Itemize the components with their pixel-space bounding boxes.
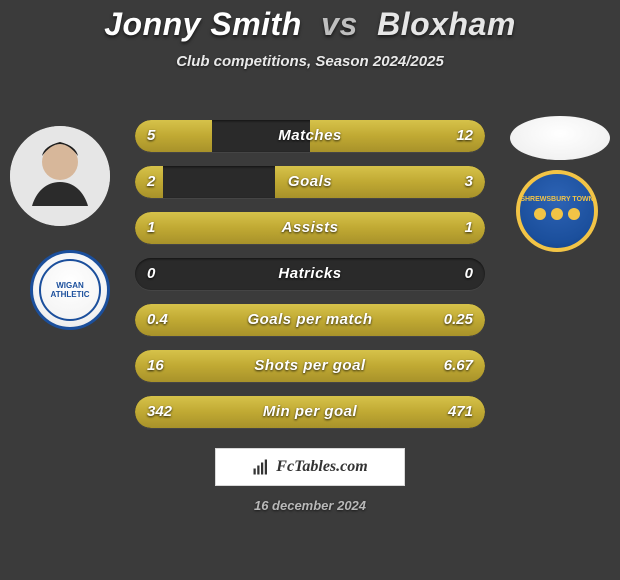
chart-icon — [252, 458, 270, 476]
player2-portrait-placeholder — [510, 116, 610, 160]
report-date: 16 december 2024 — [0, 498, 620, 513]
stat-row: 512Matches — [135, 120, 485, 152]
stat-row: 23Goals — [135, 166, 485, 198]
brand-text: FcTables.com — [276, 458, 367, 476]
stat-label: Assists — [135, 212, 485, 244]
stat-row: 166.67Shots per goal — [135, 350, 485, 382]
crest-right-label: SHREWSBURY TOWN — [520, 196, 593, 204]
vs-text: vs — [321, 6, 358, 42]
stat-label: Shots per goal — [135, 350, 485, 382]
player2-club-crest: SHREWSBURY TOWN — [516, 170, 598, 252]
stat-row: 0.40.25Goals per match — [135, 304, 485, 336]
player1-portrait — [10, 126, 110, 226]
player2-name: Bloxham — [377, 6, 516, 42]
stat-bars: 512Matches 23Goals 11Assists 00Hatricks 0.40… — [135, 120, 485, 442]
stat-label: Goals per match — [135, 304, 485, 336]
portrait-placeholder-icon — [10, 126, 110, 226]
brand-badge: FcTables.com — [215, 448, 405, 486]
stat-label: Goals — [135, 166, 485, 198]
subtitle: Club competitions, Season 2024/2025 — [0, 53, 620, 70]
player1-club-crest: WIGANATHLETIC — [30, 250, 110, 330]
crest-right-ornament — [534, 208, 580, 226]
crest-left-label: WIGANATHLETIC — [51, 281, 90, 299]
stat-row: 00Hatricks — [135, 258, 485, 290]
stat-label: Hatricks — [135, 258, 485, 290]
stat-label: Matches — [135, 120, 485, 152]
comparison-stage: WIGANATHLETIC SHREWSBURY TOWN 512Matches… — [0, 110, 620, 450]
player1-name: Jonny Smith — [104, 6, 302, 42]
stat-row: 11Assists — [135, 212, 485, 244]
page-title: Jonny Smith vs Bloxham — [0, 0, 620, 43]
stat-label: Min per goal — [135, 396, 485, 428]
stat-row: 342471Min per goal — [135, 396, 485, 428]
